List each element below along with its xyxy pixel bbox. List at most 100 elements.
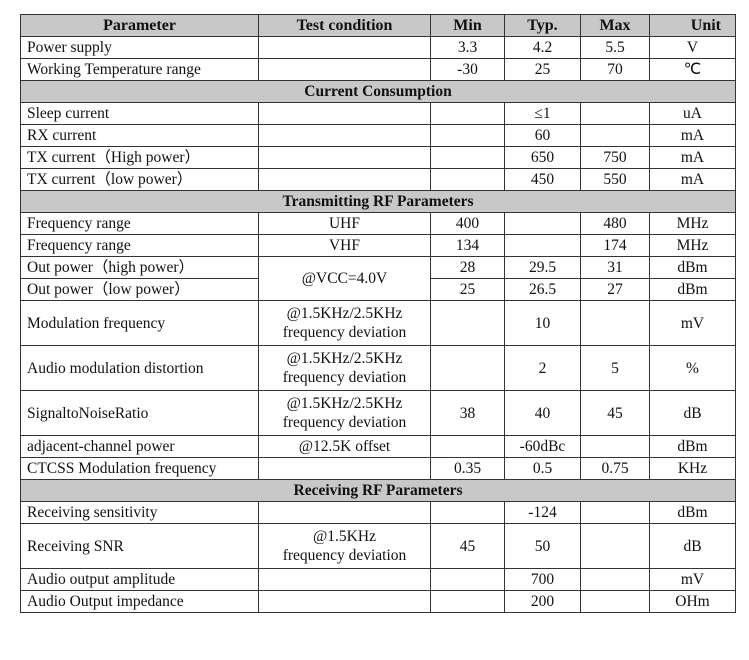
min-cell: 400 [430,212,505,235]
header-row: Parameter Test condition Min Typ. Max Un… [20,14,736,37]
typ-cell: ≤1 [504,102,581,125]
unit-cell: OHm [649,590,736,613]
max-cell [580,590,650,613]
condition-cell: @12.5K offset [258,435,431,458]
header-unit: Unit [649,14,736,37]
typ-cell: 700 [504,568,581,591]
parameter-cell: Frequency range [20,212,259,235]
parameter-cell: SignaltoNoiseRatio [20,390,259,436]
section-row: Current Consumption [20,80,736,103]
typ-cell: 25 [504,58,581,81]
unit-cell: dBm [649,501,736,524]
table-row: Audio modulation distortion @1.5KHz/2.5KH… [20,345,736,391]
table-row: CTCSS Modulation frequency 0.35 0.5 0.75 KHz [20,457,736,480]
min-cell: 28 [430,256,505,279]
typ-cell [504,212,581,235]
min-cell: 0.35 [430,457,505,480]
table-row: Audio output amplitude 700 mV [20,568,736,591]
header-max: Max [580,14,650,37]
parameter-cell: Working Temperature range [20,58,259,81]
parameter-cell: Frequency range [20,234,259,257]
typ-cell: 4.2 [504,36,581,59]
unit-cell: V [649,36,736,59]
condition-cell [258,168,431,191]
max-cell: 174 [580,234,650,257]
table-row: Frequency range VHF 134 174 MHz [20,234,736,257]
parameter-cell: Out power（low power） [20,278,259,301]
table-row: Out power（high power） @VCC=4.0V 28 29.5 31 dB… [20,256,736,301]
min-cell [430,590,505,613]
typ-cell: 10 [504,300,581,346]
unit-cell: mA [649,168,736,191]
unit-cell: dBm [649,435,736,458]
table-row: Audio Output impedance 200 OHm [20,590,736,613]
parameter-cell: CTCSS Modulation frequency [20,457,259,480]
max-cell: 31 [580,256,650,279]
condition-cell [258,102,431,125]
max-cell: 27 [580,278,650,301]
typ-cell: 2 [504,345,581,391]
min-cell [430,300,505,346]
unit-cell: MHz [649,212,736,235]
condition-cell [258,568,431,591]
parameter-cell: Audio Output impedance [20,590,259,613]
max-cell [580,523,650,569]
parameter-cell: Receiving SNR [20,523,259,569]
max-cell: 480 [580,212,650,235]
unit-cell: mA [649,124,736,147]
table-row: adjacent-channel power @12.5K offset -60dB… [20,435,736,458]
typ-cell: 40 [504,390,581,436]
typ-cell: 0.5 [504,457,581,480]
table-row: Receiving sensitivity -124 dBm [20,501,736,524]
max-cell [580,102,650,125]
min-cell [430,168,505,191]
condition-cell: @1.5KHz frequency deviation [258,523,431,569]
table-row: Working Temperature range -30 25 70 ℃ [20,58,736,81]
header-typ: Typ. [504,14,581,37]
condition-cell: @1.5KHz/2.5KHz frequency deviation [258,300,431,346]
section-title: Receiving RF Parameters [20,479,736,502]
table-row: TX current（High power） 650 750 mA [20,146,736,169]
max-cell: 70 [580,58,650,81]
max-cell: 45 [580,390,650,436]
parameter-cell: TX current（low power） [20,168,259,191]
max-cell [580,501,650,524]
parameter-cell: Power supply [20,36,259,59]
unit-cell: dBm [649,256,736,279]
parameter-cell: Receiving sensitivity [20,501,259,524]
table-row: Sleep current ≤1 uA [20,102,736,125]
min-cell [430,568,505,591]
max-cell [580,300,650,346]
max-cell [580,435,650,458]
section-row: Receiving RF Parameters [20,479,736,502]
max-cell: 750 [580,146,650,169]
condition-cell [258,590,431,613]
unit-cell: mA [649,146,736,169]
header-min: Min [430,14,505,37]
unit-cell: dB [649,523,736,569]
typ-cell: 450 [504,168,581,191]
unit-cell: mV [649,300,736,346]
header-test-condition: Test condition [258,14,431,37]
typ-cell: 26.5 [504,278,581,301]
parameter-cell: Audio modulation distortion [20,345,259,391]
min-cell: 3.3 [430,36,505,59]
typ-cell: 29.5 [504,256,581,279]
min-cell: 45 [430,523,505,569]
parameter-cell: Modulation frequency [20,300,259,346]
min-cell: 25 [430,278,505,301]
header-parameter: Parameter [20,14,259,37]
table-row: Receiving SNR @1.5KHz frequency deviation… [20,523,736,569]
section-row: Transmitting RF Parameters [20,190,736,213]
typ-cell: -60dBc [504,435,581,458]
condition-cell [258,124,431,147]
max-cell: 550 [580,168,650,191]
min-cell [430,501,505,524]
max-cell: 0.75 [580,457,650,480]
table-row: Modulation frequency @1.5KHz/2.5KHz frequ… [20,300,736,346]
specification-table: Parameter Test condition Min Typ. Max Un… [20,14,736,613]
max-cell: 5.5 [580,36,650,59]
min-cell [430,345,505,391]
min-cell: 134 [430,234,505,257]
unit-cell: KHz [649,457,736,480]
